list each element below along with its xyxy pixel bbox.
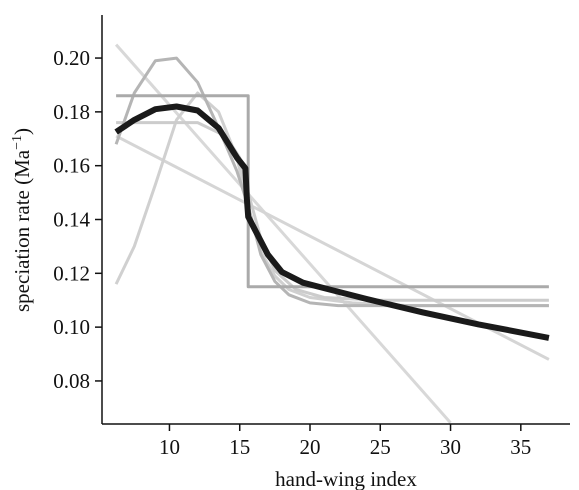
y-tick-label: 0.12 bbox=[53, 261, 90, 285]
y-tick-label: 0.20 bbox=[53, 46, 90, 70]
series-line-steep-linear bbox=[114, 43, 452, 424]
y-tick-label: 0.14 bbox=[53, 208, 90, 232]
y-tick-label: 0.10 bbox=[53, 315, 90, 339]
y-axis-label-close: ) bbox=[10, 128, 34, 135]
y-axis-label-main: speciation rate (Ma bbox=[10, 149, 34, 312]
y-axis-label-superscript: −1 bbox=[10, 135, 25, 150]
series-lines-layer bbox=[114, 43, 550, 424]
x-tick-label: 10 bbox=[159, 435, 180, 459]
x-axis-label: hand-wing index bbox=[275, 467, 417, 490]
series-line-flat-step bbox=[116, 121, 549, 302]
series-line-consensus bbox=[114, 103, 550, 341]
x-ticks: 10 15 20 25 30 35 bbox=[159, 424, 531, 459]
series-line-step bbox=[116, 94, 549, 289]
y-tick-label: 0.18 bbox=[53, 100, 90, 124]
series-line-low-start-curve bbox=[114, 91, 549, 308]
x-tick-label: 15 bbox=[229, 435, 250, 459]
x-tick-label: 20 bbox=[300, 435, 321, 459]
y-ticks: 0.08 0.10 0.12 0.14 0.16 0.18 0.20 bbox=[53, 46, 102, 393]
x-tick-label: 30 bbox=[440, 435, 461, 459]
x-tick-label: 25 bbox=[370, 435, 391, 459]
y-tick-label: 0.16 bbox=[53, 154, 90, 178]
y-axis-label: speciation rate (Ma−1) bbox=[10, 128, 34, 312]
x-tick-label: 35 bbox=[510, 435, 531, 459]
y-tick-label: 0.08 bbox=[53, 369, 90, 393]
